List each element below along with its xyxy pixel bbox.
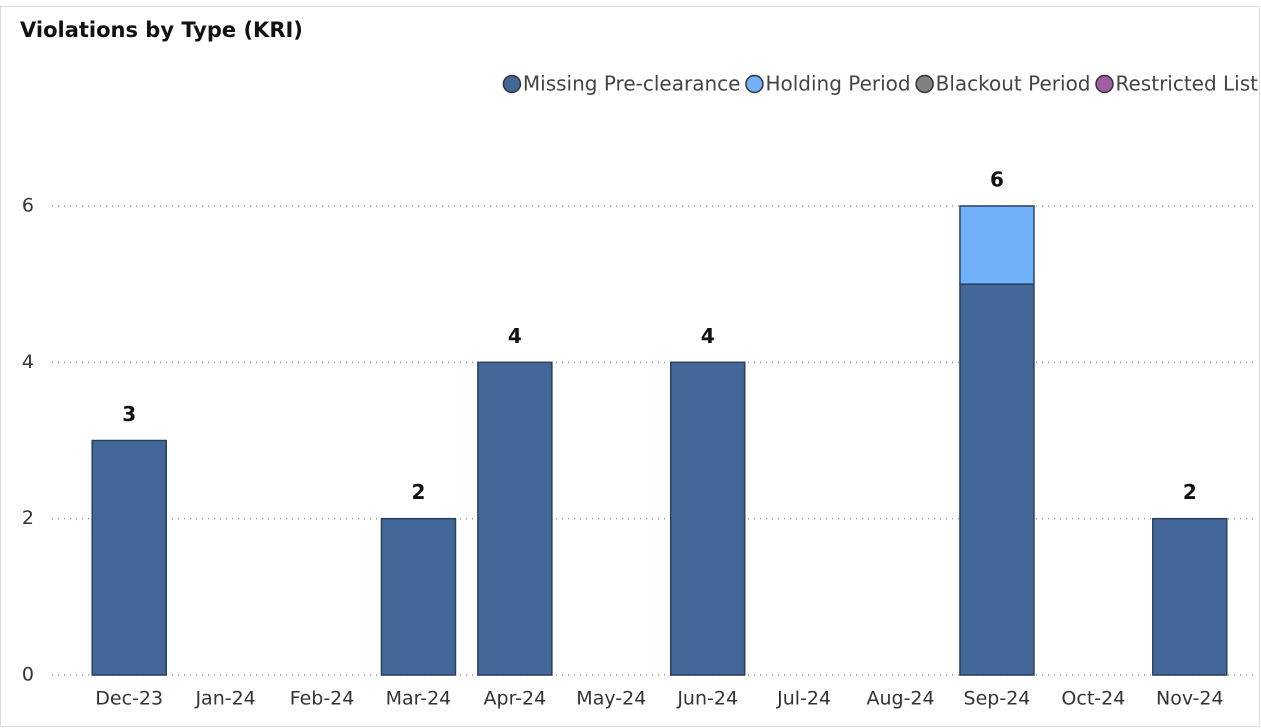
x-tick-label: Aug-24 — [866, 688, 934, 710]
bar-segment — [1152, 517, 1228, 676]
total-label: 4 — [508, 324, 522, 348]
y-tick-label: 6 — [22, 195, 34, 217]
x-tick-label: Jul-24 — [776, 688, 831, 710]
bar-segment — [477, 361, 553, 676]
x-tick-label: Jan-24 — [194, 688, 255, 710]
legend-label: Missing Pre-clearance — [523, 72, 741, 96]
total-label: 2 — [1183, 480, 1197, 504]
x-tick-label: Feb-24 — [290, 688, 355, 710]
x-tick-label: May-24 — [576, 688, 646, 710]
x-tick-label: Dec-23 — [95, 688, 163, 710]
frame — [0, 6, 1260, 727]
legend-marker — [1095, 74, 1114, 94]
legend-label: Holding Period — [765, 72, 910, 96]
legend-marker — [745, 74, 764, 94]
legend-marker — [502, 74, 522, 94]
total-label: 3 — [122, 402, 136, 426]
legend-label: Blackout Period — [936, 72, 1091, 96]
x-tick-label: Oct-24 — [1061, 688, 1125, 710]
x-tick-label: Mar-24 — [386, 688, 452, 710]
bar-segment — [959, 283, 1035, 676]
chart-title: Violations by Type (KRI) — [20, 18, 303, 42]
total-label: 6 — [990, 168, 1004, 192]
bar-segment — [91, 439, 167, 676]
legend-marker — [915, 74, 934, 94]
bar-segment — [380, 517, 457, 676]
y-tick-label: 2 — [22, 507, 34, 529]
x-tick-label: Apr-24 — [484, 688, 547, 710]
y-tick-label: 4 — [22, 351, 34, 373]
x-tick-label: Jun-24 — [676, 688, 738, 710]
y-tick-label: 0 — [22, 664, 34, 686]
x-tick-label: Nov-24 — [1156, 688, 1224, 710]
total-label: 4 — [701, 324, 715, 348]
bar-segment — [669, 361, 746, 676]
total-label: 2 — [411, 480, 425, 504]
bar-segment — [959, 205, 1035, 285]
x-tick-label: Sep-24 — [964, 688, 1031, 710]
legend-label: Restricted List — [1116, 72, 1259, 96]
